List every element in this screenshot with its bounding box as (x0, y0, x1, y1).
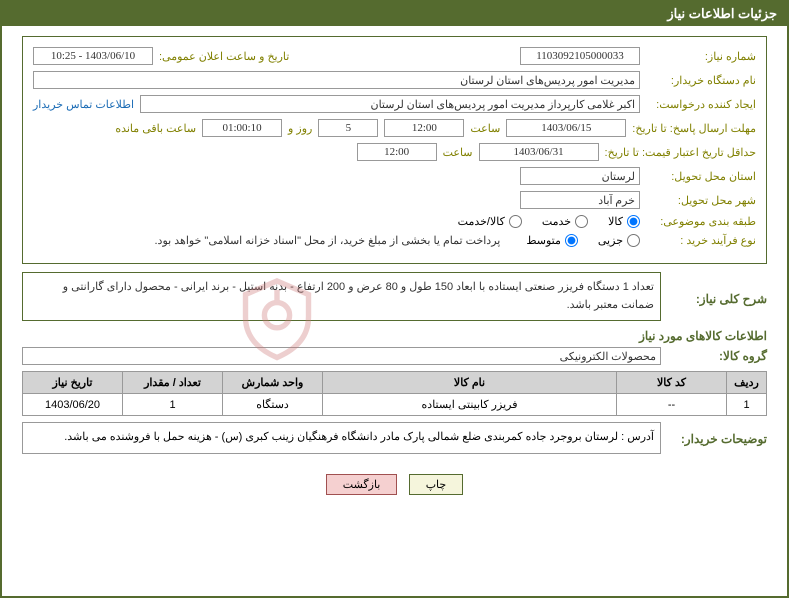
countdown-field[interactable] (202, 119, 282, 137)
th-row: ردیف (727, 372, 767, 394)
buyer-note-label: توضیحات خریدار: (667, 422, 767, 454)
validity-time-field[interactable] (357, 143, 437, 161)
buyer-org-field[interactable] (33, 71, 640, 89)
summary-box: تعداد 1 دستگاه فریزر صنعتی ایستاده با اب… (22, 272, 661, 321)
delivery-province-label: استان محل تحویل: (646, 170, 756, 183)
td-name: فریزر کابینتی ایستاده (323, 394, 617, 416)
table-header-row: ردیف کد کالا نام کالا واحد شمارش تعداد /… (23, 372, 767, 394)
radio-goods[interactable]: کالا (608, 215, 640, 228)
radio-partial-label: جزیی (598, 234, 623, 247)
validity-date-field[interactable] (479, 143, 599, 161)
radio-goods-input[interactable] (627, 215, 640, 228)
page-header: جزئیات اطلاعات نیاز (2, 2, 787, 26)
group-field[interactable] (22, 347, 661, 365)
remaining-label: ساعت باقی مانده (115, 122, 196, 135)
th-qty: تعداد / مقدار (123, 372, 223, 394)
group-label: گروه کالا: (667, 349, 767, 363)
radio-medium-input[interactable] (565, 234, 578, 247)
requester-field[interactable] (140, 95, 640, 113)
radio-both-label: کالا/خدمت (458, 215, 505, 228)
td-code: -- (617, 394, 727, 416)
goods-table: ردیف کد کالا نام کالا واحد شمارش تعداد /… (22, 371, 767, 416)
requester-label: ایجاد کننده درخواست: (646, 98, 756, 111)
announce-field[interactable] (33, 47, 153, 65)
deadline-time-field[interactable] (384, 119, 464, 137)
category-label: طبقه بندی موضوعی: (646, 215, 756, 228)
td-date: 1403/06/20 (23, 394, 123, 416)
need-number-field[interactable] (520, 47, 640, 65)
th-code: کد کالا (617, 372, 727, 394)
radio-both[interactable]: کالا/خدمت (458, 215, 522, 228)
time-label-2: ساعت (443, 146, 473, 159)
summary-label: شرح کلی نیاز: (667, 292, 767, 306)
delivery-city-field[interactable] (520, 191, 640, 209)
th-unit: واحد شمارش (223, 372, 323, 394)
td-qty: 1 (123, 394, 223, 416)
days-and-label: روز و (288, 122, 312, 135)
radio-service[interactable]: خدمت (542, 215, 588, 228)
td-unit: دستگاه (223, 394, 323, 416)
buyer-note-box: آدرس : لرستان بروجرد جاده کمربندی ضلع شم… (22, 422, 661, 454)
radio-service-label: خدمت (542, 215, 571, 228)
delivery-province-field[interactable] (520, 167, 640, 185)
watermark-logo-icon (232, 272, 322, 362)
announce-label: تاریخ و ساعت اعلان عمومی: (159, 50, 289, 63)
radio-medium[interactable]: متوسط (526, 234, 578, 247)
time-label-1: ساعت (470, 122, 500, 135)
delivery-city-label: شهر محل تحویل: (646, 194, 756, 207)
radio-service-input[interactable] (575, 215, 588, 228)
back-button[interactable]: بازگشت (326, 474, 398, 495)
radio-goods-label: کالا (608, 215, 623, 228)
th-name: نام کالا (323, 372, 617, 394)
days-count-field[interactable] (318, 119, 378, 137)
need-number-label: شماره نیاز: (646, 50, 756, 63)
radio-partial[interactable]: جزیی (598, 234, 640, 247)
radio-partial-input[interactable] (627, 234, 640, 247)
deadline-date-field[interactable] (506, 119, 626, 137)
contact-link[interactable]: اطلاعات تماس خریدار (33, 98, 134, 111)
td-row: 1 (727, 394, 767, 416)
validity-label: حداقل تاریخ اعتبار قیمت: تا تاریخ: (605, 146, 756, 159)
goods-header: اطلاعات کالاهای مورد نیاز (22, 329, 767, 343)
buyer-org-label: نام دستگاه خریدار: (646, 74, 756, 87)
process-label: نوع فرآیند خرید : (646, 234, 756, 247)
radio-medium-label: متوسط (526, 234, 561, 247)
form-section: شماره نیاز: تاریخ و ساعت اعلان عمومی: نا… (22, 36, 767, 264)
table-row: 1 -- فریزر کابینتی ایستاده دستگاه 1 1403… (23, 394, 767, 416)
payment-note: پرداخت تمام یا بخشی از مبلغ خرید، از محل… (155, 234, 501, 247)
th-date: تاریخ نیاز (23, 372, 123, 394)
deadline-label: مهلت ارسال پاسخ: تا تاریخ: (632, 122, 756, 135)
radio-both-input[interactable] (509, 215, 522, 228)
print-button[interactable]: چاپ (409, 474, 464, 495)
